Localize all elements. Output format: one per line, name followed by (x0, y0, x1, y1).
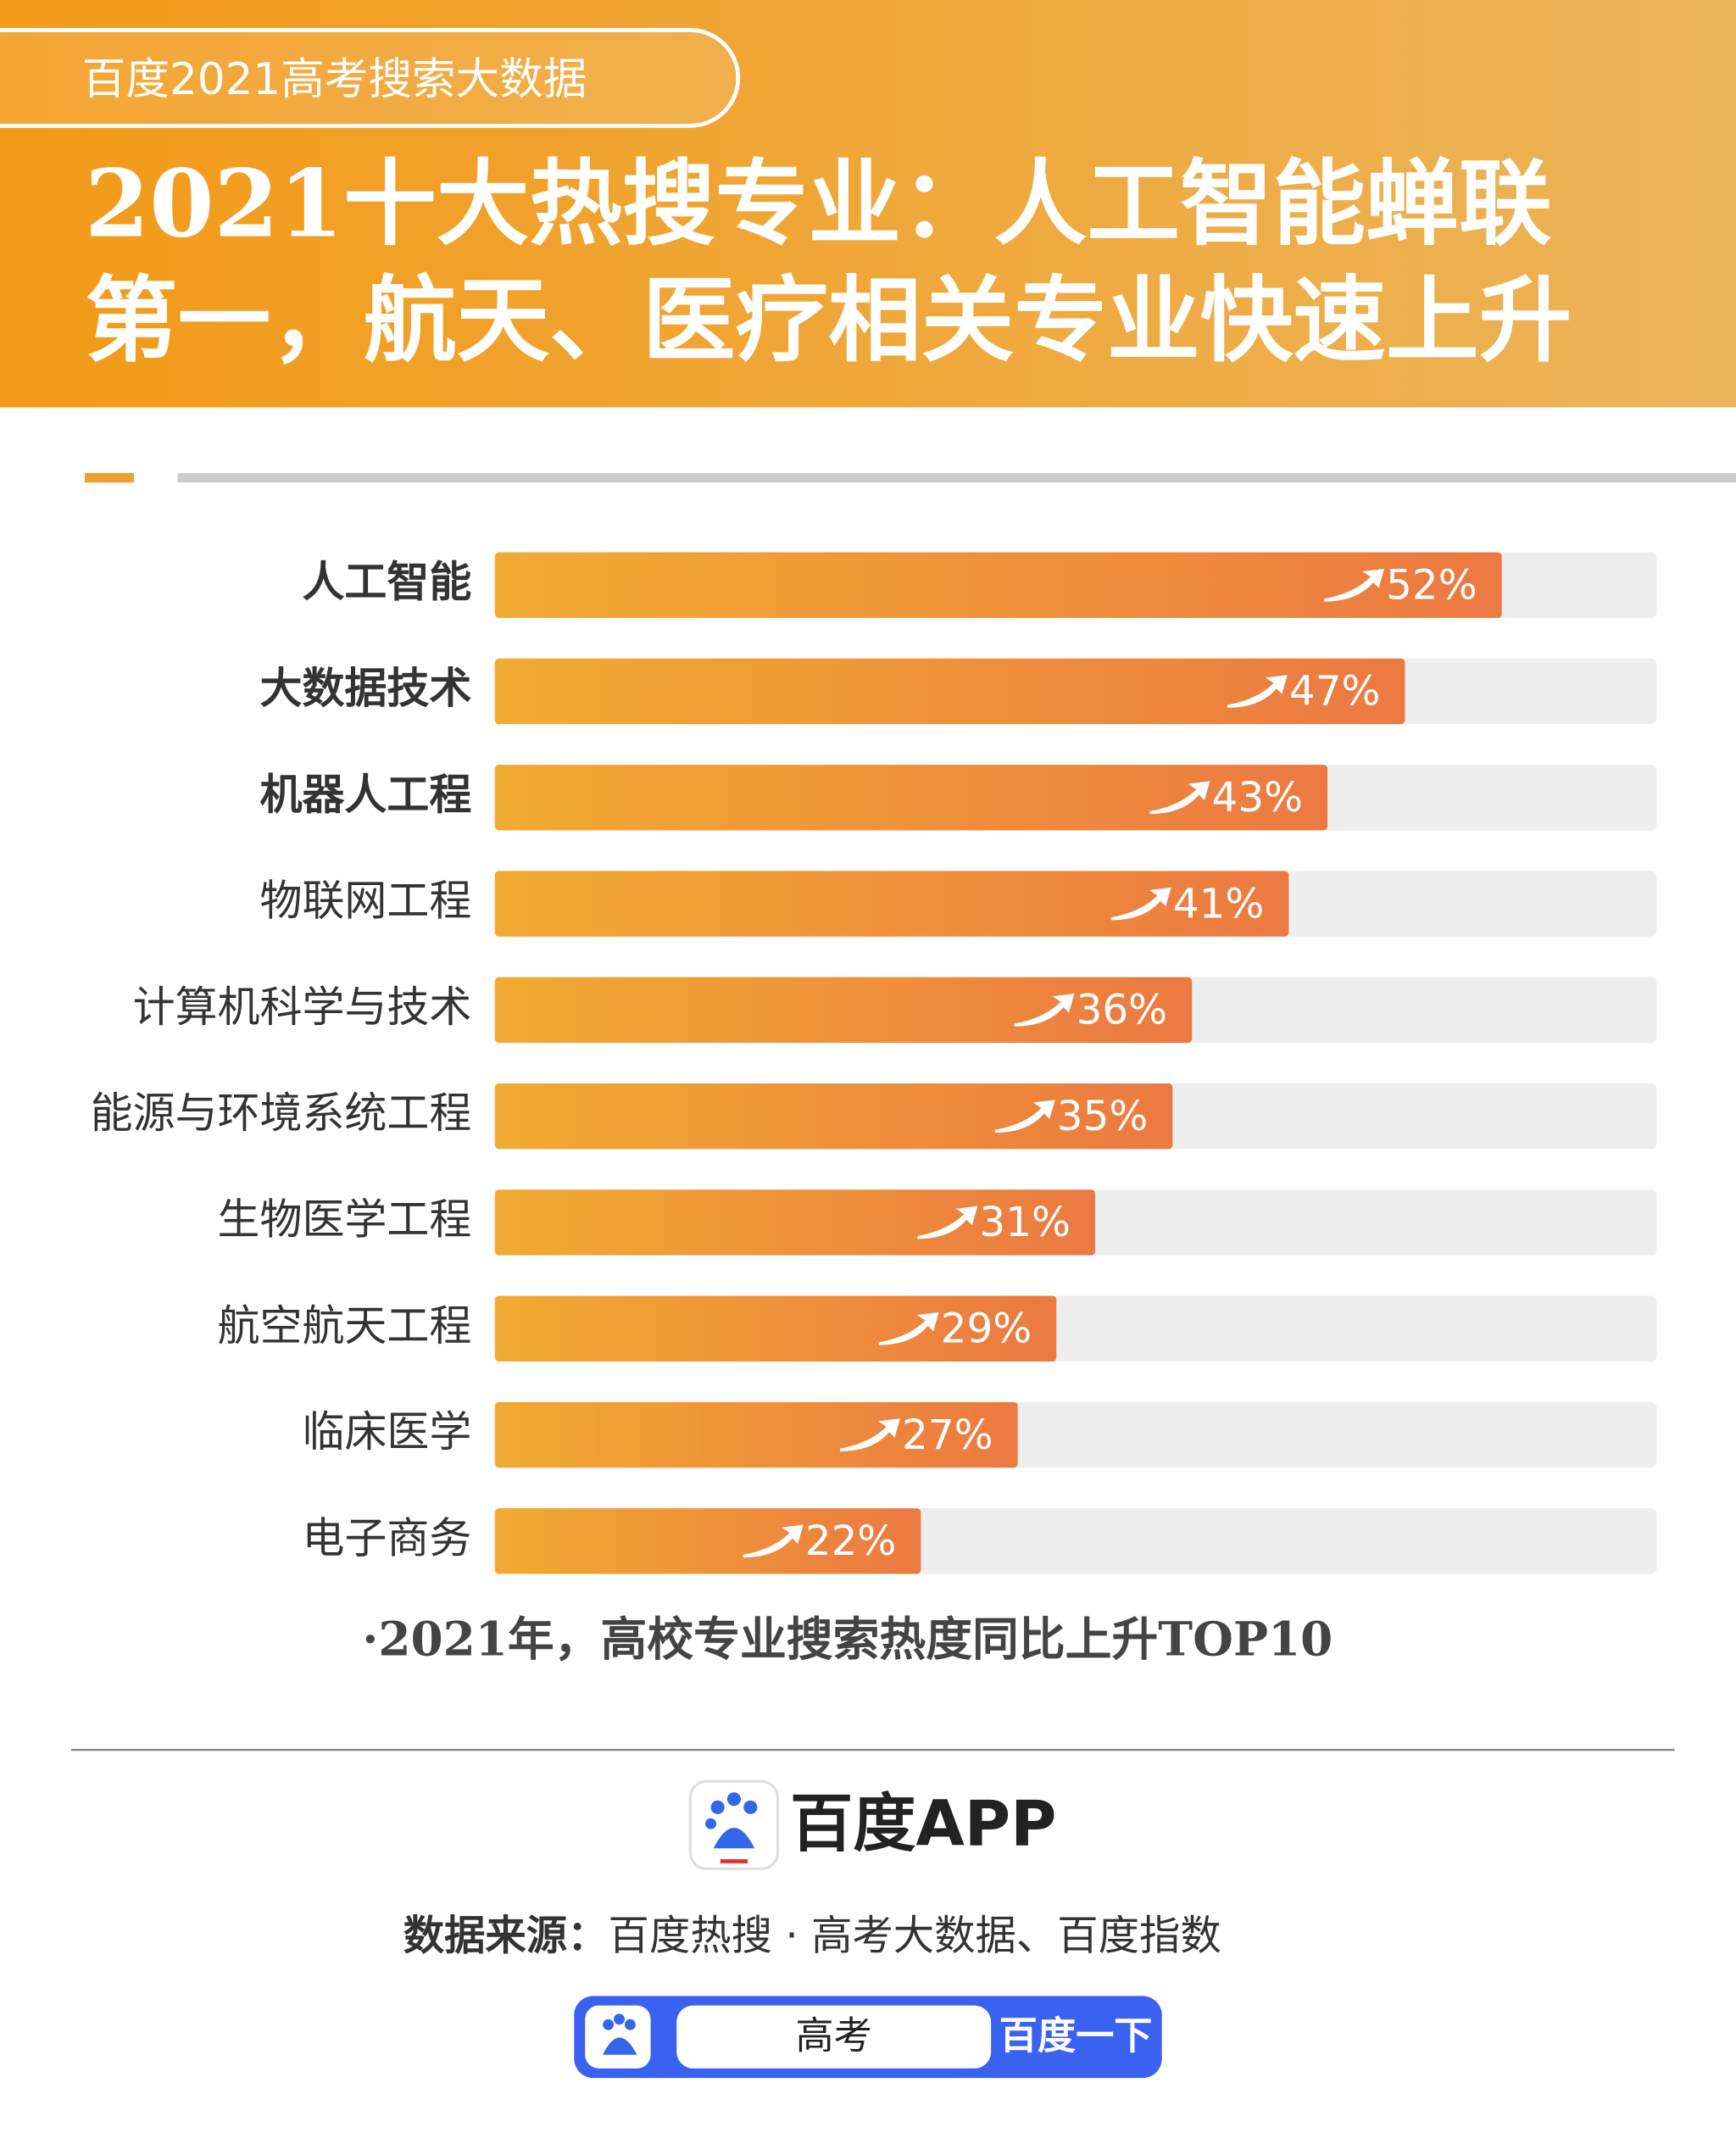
category-label: 航空航天工程 (218, 1301, 472, 1350)
source-label: 数据来源： (403, 1913, 609, 1960)
bar (494, 1189, 1095, 1256)
header-title: 2021十大热搜专业：人工智能蝉联 (85, 149, 1551, 259)
trend-arrow (1014, 994, 1075, 1027)
trend-arrow (994, 1100, 1055, 1133)
header-band (0, 0, 1736, 408)
value-label: 31% (979, 1199, 1071, 1246)
bar (494, 765, 1328, 831)
value-label: 36% (1077, 987, 1167, 1034)
category-label: 计算机科学与技术 (133, 983, 472, 1032)
search-input[interactable] (676, 2005, 992, 2069)
category-label: 能源与环境系统工程 (91, 1089, 472, 1138)
paw-icon (705, 1792, 758, 1849)
paw-icon (603, 2013, 637, 2055)
value-label: 35% (1057, 1093, 1149, 1140)
divider (177, 472, 1736, 483)
value-label: 29% (941, 1305, 1032, 1352)
source: 数据来源：百度热搜 · 高考大数据、百度指数 (403, 1913, 1221, 1960)
value-label: 47% (1289, 668, 1381, 716)
trend-arrow (917, 1206, 978, 1239)
bar (494, 658, 1405, 725)
bar (494, 871, 1289, 937)
trend-arrow (878, 1311, 939, 1345)
tag-pill (0, 28, 741, 128)
chart-note: ·2021年，高校专业搜索热度同比上升TOP10 (362, 1612, 1333, 1666)
bar (494, 552, 1502, 618)
bar-chart: 人工智能 52% 大数据技术 47% 机器人工程 43% 物联网工程 41% 计算机科学与技术 3… (91, 552, 1657, 1574)
trend-arrow (1149, 781, 1210, 815)
trend-arrow (1324, 568, 1385, 602)
category-label: 大数据技术 (260, 664, 472, 713)
header-title: 第一，航天、医疗相关专业快速上升 (85, 265, 1572, 375)
header-tag: 百度2021高考搜索大数据 (82, 54, 587, 105)
trend-arrow (1227, 675, 1288, 708)
search-query: 高考 (796, 2013, 872, 2058)
brand: 百度APP (790, 1788, 1056, 1861)
category-label: 临床医学 (302, 1407, 471, 1456)
category-label: 生物医学工程 (218, 1195, 472, 1244)
trend-arrow (1110, 887, 1171, 921)
bar (494, 1083, 1173, 1150)
value-label: 22% (805, 1518, 897, 1565)
trend-arrow (743, 1524, 804, 1558)
bar (494, 1295, 1057, 1362)
accent (84, 472, 135, 483)
search-button[interactable]: 百度一下 (999, 2013, 1153, 2058)
value-label: 27% (902, 1412, 993, 1459)
value-label: 52% (1386, 561, 1477, 609)
category-label: 物联网工程 (260, 877, 472, 926)
value-label: 41% (1173, 880, 1265, 927)
value-label: 43% (1212, 774, 1304, 821)
category-label: 机器人工程 (260, 770, 472, 819)
category-label: 人工智能 (302, 558, 471, 607)
category-label: 电子商务 (302, 1513, 471, 1562)
trend-arrow (839, 1418, 900, 1451)
bar (494, 1508, 921, 1574)
source-text: 百度热搜 · 高考大数据、百度指数 (609, 1913, 1221, 1960)
bar (494, 1401, 1018, 1468)
logo-stripe (720, 1859, 748, 1863)
bar (494, 977, 1193, 1044)
